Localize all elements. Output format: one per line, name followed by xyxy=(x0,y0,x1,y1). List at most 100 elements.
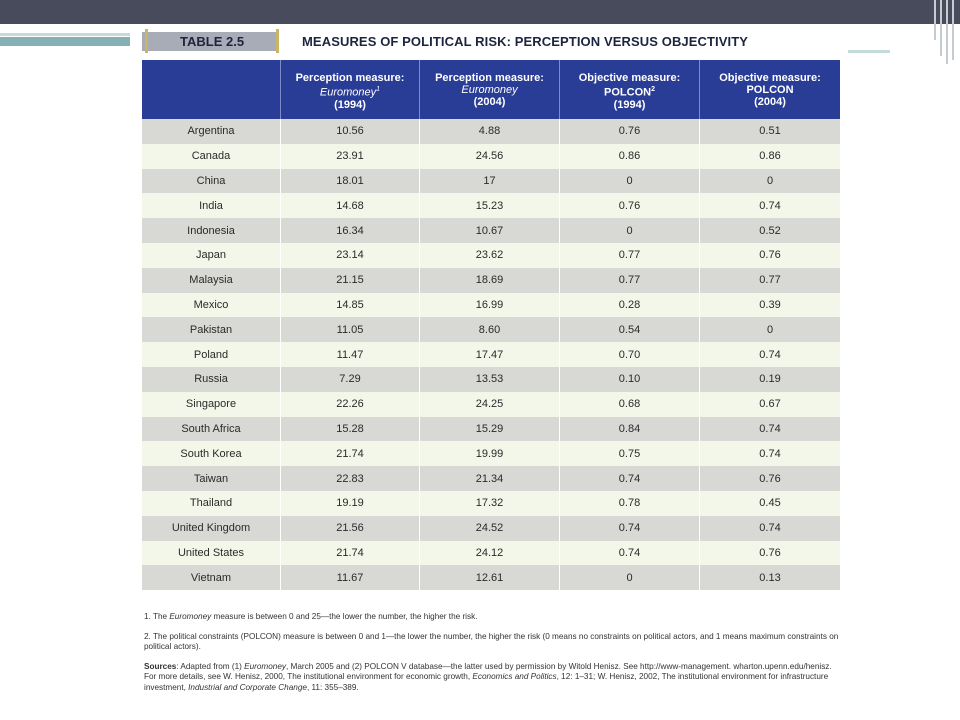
table-row: China 18.01 17 0 0 xyxy=(142,168,840,194)
cell-euromoney-2004: 19.99 xyxy=(419,441,559,467)
sources-text: , 12: 1–31; W. Henisz, 2002, The institu… xyxy=(144,672,829,692)
footnote-marker: 2 xyxy=(651,86,655,93)
table-label-box xyxy=(142,32,279,51)
table-column-headers: Perception measure: Euromoney1 (1994) Pe… xyxy=(142,60,840,119)
table-label: TABLE 2.5 xyxy=(180,34,245,49)
cell-polcon-2004: 0.86 xyxy=(699,143,840,169)
cell-euromoney-1994: 11.05 xyxy=(280,317,419,343)
sources-label: Sources xyxy=(144,661,177,671)
cell-euromoney-2004: 16.99 xyxy=(419,292,559,318)
cell-country: Japan xyxy=(196,249,226,262)
cell-euromoney-2004: 17.32 xyxy=(419,490,559,516)
cell-euromoney-1994: 19.19 xyxy=(280,490,419,516)
cell-euromoney-1994: 7.29 xyxy=(280,366,419,392)
sources-text: Economics and Politics xyxy=(472,672,557,681)
cell-country: Canada xyxy=(191,150,231,163)
cell-country: Indonesia xyxy=(187,224,235,237)
cell-polcon-1994: 0.70 xyxy=(559,342,699,367)
cell-euromoney-1994: 23.14 xyxy=(280,242,419,268)
cell-euromoney-1994: 10.56 xyxy=(280,119,419,144)
cell-polcon-2004: 0.76 xyxy=(699,242,840,268)
cell-polcon-1994: 0 xyxy=(559,565,699,591)
cell-polcon-1994: 0.68 xyxy=(559,391,699,417)
cell-polcon-2004: 0.74 xyxy=(699,441,840,467)
sources-text: , 11: 355–389. xyxy=(306,682,359,692)
cell-polcon-2004: 0.13 xyxy=(699,565,840,591)
cell-euromoney-2004: 4.88 xyxy=(419,119,559,144)
sources-text: , March 2005 and (2) POLCON V database—t… xyxy=(144,661,832,682)
cell-polcon-1994: 0.74 xyxy=(559,540,699,566)
cell-polcon-1994: 0 xyxy=(559,218,699,243)
table-row: Canada 23.91 24.56 0.86 0.86 xyxy=(142,143,840,169)
header-line: Perception measure: xyxy=(295,72,405,84)
cell-country: Russia xyxy=(194,373,228,386)
cell-euromoney-2004: 13.53 xyxy=(419,366,559,392)
cell-polcon-2004: 0.52 xyxy=(699,218,840,243)
footnotes: 1. The Euromoney measure is between 0 an… xyxy=(144,612,844,702)
table-header: TABLE 2.5 MEASURES OF POLITICAL RISK: PE… xyxy=(142,29,832,54)
cell-polcon-2004: 0.19 xyxy=(699,366,840,392)
cell-euromoney-2004: 10.67 xyxy=(419,218,559,243)
cell-euromoney-2004: 15.29 xyxy=(419,416,559,442)
table-row: Russia 7.29 13.53 0.10 0.19 xyxy=(142,366,840,392)
cell-polcon-2004: 0.74 xyxy=(699,416,840,442)
cell-country: China xyxy=(196,174,226,187)
footnote-text: Euromoney xyxy=(169,612,212,621)
header-year: (1994) xyxy=(613,98,646,111)
cell-country: United States xyxy=(177,546,245,559)
slide-accent-line xyxy=(0,33,130,36)
cell-polcon-1994: 0.76 xyxy=(559,119,699,144)
cell-country: Singapore xyxy=(185,398,237,411)
footnote-text: measure is between 0 and 25—the lower th… xyxy=(211,612,478,621)
cell-polcon-2004: 0 xyxy=(699,317,840,343)
cell-country: India xyxy=(199,199,223,212)
cell-polcon-2004: 0.74 xyxy=(699,515,840,541)
header-line: Euromoney1 xyxy=(281,84,419,99)
table-row: South Korea 21.74 19.99 0.75 0.74 xyxy=(142,441,840,467)
tick-mark xyxy=(145,29,148,53)
cell-polcon-2004: 0.74 xyxy=(699,342,840,367)
cell-euromoney-1994: 18.01 xyxy=(280,168,419,194)
slide-accent-line-right xyxy=(848,50,890,53)
column-header-euromoney-1994: Perception measure: Euromoney1 (1994) xyxy=(280,60,419,119)
table-row: Singapore 22.26 24.25 0.68 0.67 xyxy=(142,391,840,417)
cell-euromoney-2004: 12.61 xyxy=(419,565,559,591)
table-row: India 14.68 15.23 0.76 0.74 xyxy=(142,193,840,219)
cell-polcon-2004: 0.76 xyxy=(699,540,840,566)
column-header-polcon-2004: Objective measure: POLCON (2004) xyxy=(699,60,840,119)
cell-polcon-1994: 0 xyxy=(559,168,699,194)
cell-polcon-2004: 0 xyxy=(699,168,840,194)
cell-polcon-1994: 0.74 xyxy=(559,466,699,491)
table-row: Poland 11.47 17.47 0.70 0.74 xyxy=(142,342,840,367)
footnote-text: 1. The xyxy=(144,612,170,621)
sources-note: Sources: Adapted from (1) Euromoney, Mar… xyxy=(144,662,844,694)
cell-country: South Africa xyxy=(181,422,241,435)
cell-country: South Korea xyxy=(180,447,242,460)
cell-polcon-1994: 0.84 xyxy=(559,416,699,442)
header-line: POLCON2 xyxy=(560,84,699,99)
tick-mark xyxy=(276,29,279,53)
header-line: Objective measure: xyxy=(578,72,681,84)
cell-euromoney-2004: 24.12 xyxy=(419,540,559,566)
slide-top-bar xyxy=(0,0,960,24)
table-row: Taiwan 22.83 21.34 0.74 0.76 xyxy=(142,466,840,491)
cell-polcon-2004: 0.74 xyxy=(699,193,840,219)
cell-country: Pakistan xyxy=(189,323,233,336)
cell-polcon-2004: 0.76 xyxy=(699,466,840,491)
cell-euromoney-2004: 24.25 xyxy=(419,391,559,417)
cell-country: Poland xyxy=(193,348,229,361)
cell-euromoney-2004: 21.34 xyxy=(419,466,559,491)
cell-euromoney-1994: 21.74 xyxy=(280,540,419,566)
cell-polcon-1994: 0.77 xyxy=(559,267,699,293)
header-line: Perception measure: xyxy=(435,72,544,84)
cell-euromoney-2004: 24.56 xyxy=(419,143,559,169)
header-source: POLCON xyxy=(604,86,652,99)
cell-country: Thailand xyxy=(189,497,233,510)
table-row: South Africa 15.28 15.29 0.84 0.74 xyxy=(142,416,840,442)
header-year: (2004) xyxy=(754,96,786,108)
cell-euromoney-1994: 22.26 xyxy=(280,391,419,417)
cell-country: Malaysia xyxy=(189,274,233,287)
sources-text: : Adapted from (1) xyxy=(176,661,245,671)
cell-euromoney-2004: 17.47 xyxy=(419,342,559,367)
cell-polcon-1994: 0.10 xyxy=(559,366,699,392)
